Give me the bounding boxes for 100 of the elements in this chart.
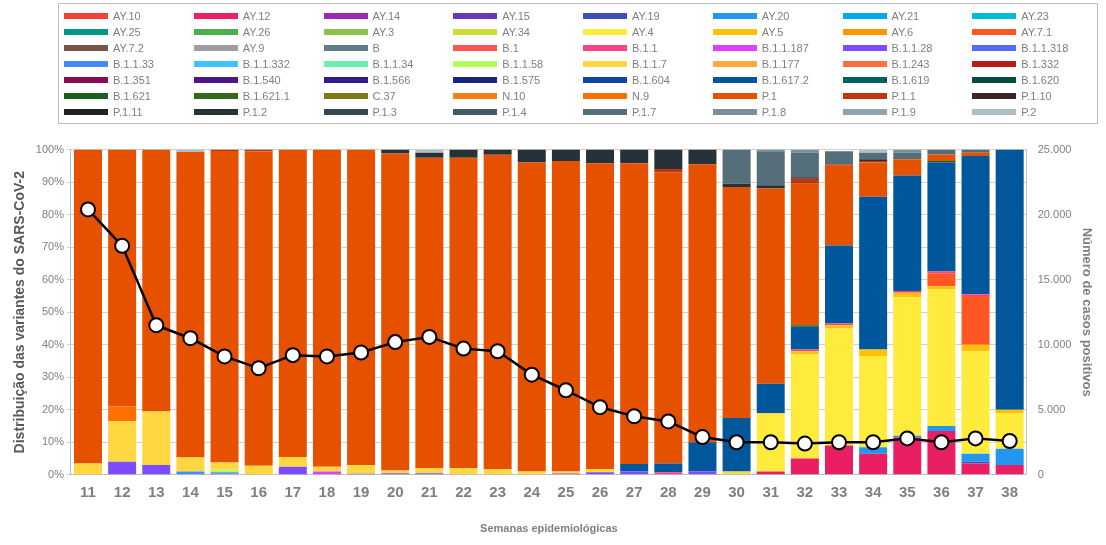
legend-label: AY.12 bbox=[242, 9, 271, 22]
x-tick-label: 29 bbox=[694, 482, 711, 500]
y-tick-label: 70% bbox=[41, 240, 65, 253]
legend-label: B.1.1.28 bbox=[891, 41, 933, 54]
legend-label: AY.6 bbox=[891, 25, 914, 38]
y2-axis-title: Número de casos positivos bbox=[1079, 227, 1095, 397]
y-tick-label: 0% bbox=[48, 467, 65, 480]
legend-label: B.1.1 bbox=[632, 41, 658, 54]
legend-label: B.1.566 bbox=[372, 73, 411, 86]
x-tick-label: 26 bbox=[591, 482, 609, 500]
y-tick-label: 50% bbox=[41, 305, 65, 318]
legend-label: AY.5 bbox=[761, 25, 784, 38]
legend-label: P.1.2 bbox=[242, 105, 268, 118]
x-axis-title: Semanas epidemiológicas bbox=[480, 522, 618, 535]
legend-label: AY.21 bbox=[891, 9, 920, 22]
legend-label: AY.7.1 bbox=[1021, 25, 1053, 38]
legend-label: B.1.1.7 bbox=[632, 57, 667, 70]
legend-label: P.1.9 bbox=[891, 105, 916, 118]
x-tick-label: 36 bbox=[933, 482, 950, 500]
legend-label: P.1.8 bbox=[761, 105, 787, 118]
legend-label: N.9 bbox=[632, 89, 650, 102]
legend-label: B.1.351 bbox=[113, 73, 151, 86]
legend-label: B.1.243 bbox=[891, 57, 930, 70]
legend-label: B.1.1.58 bbox=[502, 57, 544, 70]
y-tick-label: 30% bbox=[41, 370, 65, 383]
x-tick-label: 21 bbox=[421, 482, 438, 500]
x-tick-label: 14 bbox=[182, 482, 200, 500]
legend-label: B bbox=[372, 41, 380, 54]
legend-label: AY.34 bbox=[502, 25, 530, 38]
y2-tick-label: 0 bbox=[1037, 467, 1044, 480]
x-tick-label: 24 bbox=[523, 482, 541, 500]
x-tick-label: 27 bbox=[625, 482, 643, 500]
x-tick-label: 20 bbox=[386, 482, 404, 500]
legend-label: B.1.620 bbox=[1021, 73, 1060, 86]
y-axis-title: Distribuição das variantes do SARS-CoV-2 bbox=[11, 170, 28, 454]
legend-label: B.1.621 bbox=[113, 89, 151, 102]
x-tick-label: 23 bbox=[489, 482, 506, 500]
y2-tick-label: 5.000 bbox=[1037, 402, 1066, 415]
legend-label: B.1.604 bbox=[632, 73, 670, 86]
x-tick-label: 38 bbox=[1001, 482, 1019, 500]
x-tick-label: 35 bbox=[898, 482, 916, 500]
x-tick-label: 22 bbox=[455, 482, 472, 500]
legend-label: B.1.1.33 bbox=[113, 57, 154, 70]
x-tick-label: 11 bbox=[80, 482, 96, 500]
y-tick-label: 60% bbox=[41, 272, 65, 285]
legend-label: B.1.1.318 bbox=[1021, 41, 1069, 54]
legend-label: B.1.1.187 bbox=[761, 41, 809, 54]
legend-label: B.1.617.2 bbox=[761, 73, 809, 86]
legend-label: P.1.11 bbox=[113, 105, 143, 118]
x-tick-label: 31 bbox=[762, 482, 780, 500]
x-tick-label: 19 bbox=[352, 482, 370, 500]
legend-label: AY.23 bbox=[1021, 9, 1049, 22]
legend-label: B.1.619 bbox=[891, 73, 930, 86]
legend-label: B.1.575 bbox=[502, 73, 541, 86]
y-tick-label: 100% bbox=[35, 142, 65, 155]
legend-label: AY.4 bbox=[632, 25, 654, 38]
legend-label: AY.14 bbox=[372, 9, 401, 22]
legend-label: B.1.332 bbox=[1021, 57, 1060, 70]
legend-label: B.1.621.1 bbox=[242, 89, 290, 102]
x-tick-label: 13 bbox=[147, 482, 165, 500]
x-tick-label: 34 bbox=[864, 482, 883, 500]
y2-tick-label: 20.000 bbox=[1037, 207, 1072, 220]
legend-label: AY.7.2 bbox=[113, 41, 144, 54]
legend-label: AY.26 bbox=[242, 25, 271, 38]
legend-label: B.1.177 bbox=[761, 57, 800, 70]
x-tick-label: 28 bbox=[659, 482, 677, 500]
legend-label: B.1.1.332 bbox=[242, 57, 290, 70]
y2-tick-label: 10.000 bbox=[1037, 337, 1072, 350]
x-tick-label: 32 bbox=[796, 482, 814, 500]
y2-tick-label: 15.000 bbox=[1037, 272, 1072, 285]
x-tick-label: 12 bbox=[113, 482, 131, 500]
legend-label: N.10 bbox=[502, 89, 526, 102]
y-tick-label: 90% bbox=[41, 175, 65, 188]
y-tick-label: 80% bbox=[41, 207, 65, 220]
legend-label: AY.3 bbox=[372, 25, 395, 38]
x-tick-label: 17 bbox=[284, 482, 302, 500]
legend-label: B.1.540 bbox=[242, 73, 281, 86]
y-tick-label: 20% bbox=[41, 402, 65, 415]
x-tick-label: 30 bbox=[728, 482, 745, 500]
legend-label: P.2 bbox=[1021, 105, 1037, 118]
y-tick-label: 40% bbox=[41, 337, 65, 350]
legend-label: P.1.4 bbox=[502, 105, 527, 118]
legend-label: AY.9 bbox=[242, 41, 265, 54]
legend-label: P.1.7 bbox=[632, 105, 657, 118]
x-tick-label: 15 bbox=[216, 482, 233, 500]
legend-label: AY.25 bbox=[113, 25, 141, 38]
legend-label: AY.15 bbox=[502, 9, 530, 22]
legend-label: P.1.3 bbox=[372, 105, 397, 118]
y2-tick-label: 25.000 bbox=[1037, 142, 1072, 155]
legend-label: AY.20 bbox=[761, 9, 790, 22]
legend-label: P.1.1 bbox=[891, 89, 916, 102]
x-tick-label: 16 bbox=[250, 482, 268, 500]
legend-label: C.37 bbox=[372, 89, 396, 102]
x-tick-label: 25 bbox=[557, 482, 575, 500]
legend-label: B.1 bbox=[502, 41, 519, 54]
x-tick-label: 37 bbox=[967, 482, 984, 500]
legend-label: P.1 bbox=[761, 89, 777, 102]
legend-label: B.1.1.34 bbox=[372, 57, 414, 70]
y-tick-label: 10% bbox=[41, 435, 65, 448]
legend-label: AY.19 bbox=[632, 9, 660, 22]
